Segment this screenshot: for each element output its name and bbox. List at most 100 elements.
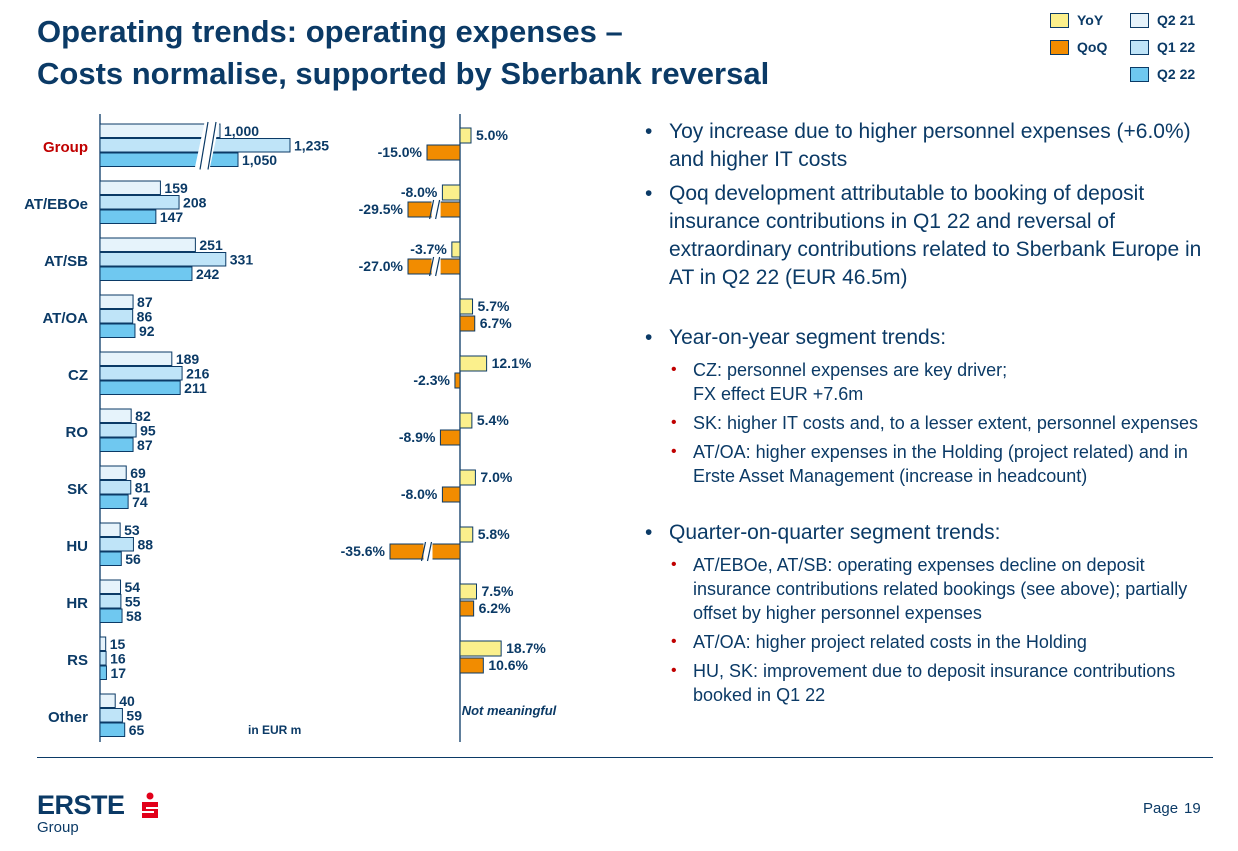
bar-yoy	[459, 640, 502, 657]
bar-q2-22	[99, 209, 157, 224]
bar-q1-22	[99, 480, 132, 495]
sub-bullet-item: AT/OA: higher expenses in the Holding (p…	[643, 440, 1213, 488]
bar-qoq	[454, 372, 461, 389]
change-value-label: 12.1%	[492, 355, 532, 371]
change-value-label: 5.7%	[478, 298, 510, 314]
category-label: CZ	[68, 367, 88, 384]
change-value-label: -27.0%	[359, 258, 404, 274]
bar-yoy	[441, 184, 461, 201]
page-label: Page	[1143, 800, 1179, 817]
bar-q2-21	[99, 123, 221, 138]
bar-q1-22	[99, 537, 134, 552]
bar-q2-21	[99, 294, 134, 309]
bar-q2-21	[99, 522, 121, 537]
bar-q2-21	[99, 351, 173, 366]
bar-value-label: 56	[125, 551, 141, 567]
category-label: HU	[66, 538, 88, 555]
bar-q2-22	[99, 437, 134, 452]
bar-value-label: 59	[126, 708, 142, 724]
bar-yoy	[459, 412, 473, 429]
change-value-label: -8.9%	[399, 429, 436, 445]
erste-logo: ERSTE Group	[37, 790, 167, 840]
legend-item-q2-21: Q2 21	[1130, 10, 1195, 30]
bar-q2-22	[99, 665, 107, 680]
change-value-label: -29.5%	[359, 201, 404, 217]
bar-q1-22	[99, 651, 107, 666]
bar-q1-22	[99, 309, 134, 324]
axis-break-gap	[431, 257, 441, 276]
slide-subtitle: Costs normalise, supported by Sberbank r…	[37, 56, 770, 91]
bar-q2-21	[99, 408, 132, 423]
bar-value-label: 58	[126, 608, 142, 624]
bullet-spacer	[643, 493, 1213, 519]
footer-divider	[37, 757, 1213, 758]
bar-value-label: 331	[230, 252, 254, 268]
bar-q2-22	[99, 323, 136, 338]
logo-subtext: Group	[37, 819, 79, 836]
axis-break-mark	[435, 199, 441, 220]
bar-value-label: 65	[129, 722, 145, 738]
sub-bullet-item: AT/OA: higher project related costs in t…	[643, 630, 1213, 654]
bar-value-label: 211	[184, 380, 207, 396]
legend-swatch-q2-22	[1130, 66, 1149, 82]
legend-swatch-yoy	[1050, 12, 1069, 28]
axis-break-gap	[431, 200, 441, 219]
category-label: HR	[66, 595, 88, 612]
legend-swatch-q1-22	[1130, 39, 1149, 55]
change-value-label: 5.8%	[478, 526, 510, 542]
commentary-list: Yoy increase due to higher personnel exp…	[643, 118, 1213, 712]
bar-qoq	[426, 144, 461, 161]
bar-q2-22	[99, 380, 181, 395]
change-value-label: 7.0%	[480, 469, 512, 485]
bar-value-label: 159	[164, 180, 188, 196]
bar-qoq	[459, 600, 475, 617]
change-value-label: 7.5%	[482, 583, 514, 599]
category-label: RS	[67, 652, 88, 669]
bar-qoq	[459, 315, 476, 332]
bar-value-label: 81	[135, 480, 151, 496]
category-label: Other	[48, 709, 88, 726]
bar-value-label: 74	[132, 494, 148, 510]
bar-value-label: 15	[110, 636, 126, 652]
bullet-item: Yoy increase due to higher personnel exp…	[643, 118, 1213, 174]
sub-bullet-item: AT/EBOe, AT/SB: operating expenses decli…	[643, 553, 1213, 625]
change-value-label: 5.4%	[477, 412, 509, 428]
bar-q1-22	[99, 138, 291, 153]
bar-yoy	[459, 583, 477, 600]
bar-q1-22	[99, 423, 137, 438]
bar-value-label: 1,235	[294, 138, 329, 154]
bar-q2-22	[99, 608, 123, 623]
unit-note: in EUR m	[248, 723, 301, 737]
bar-q1-22	[99, 252, 227, 267]
change-value-label: 18.7%	[506, 640, 546, 656]
legend-item-qoq: QoQ	[1050, 37, 1107, 57]
axis-break-gap	[194, 121, 220, 169]
bar-value-label: 1,050	[242, 152, 277, 168]
bar-value-label: 82	[135, 408, 151, 424]
chart-legend: YoY QoQ Q2 21 Q1 22 Q2 22	[1050, 10, 1230, 90]
bar-value-label: 147	[160, 209, 184, 225]
axis-break-mark	[207, 121, 217, 170]
bar-value-label: 242	[196, 266, 220, 282]
bullet-spacer	[643, 298, 1213, 324]
bar-value-label: 54	[125, 579, 141, 595]
bar-value-label: 251	[199, 237, 223, 253]
page-number: Page 19	[1143, 800, 1201, 817]
axis-break-mark	[435, 256, 441, 277]
legend-label-q2-22: Q2 22	[1157, 66, 1196, 82]
bar-value-label: 87	[137, 437, 153, 453]
bar-value-label: 53	[124, 522, 140, 538]
bar-q2-21	[99, 465, 127, 480]
bar-qoq	[459, 657, 484, 674]
change-value-label: 6.7%	[480, 315, 512, 331]
axis-break-mark	[420, 541, 427, 562]
bar-value-label: 1,000	[224, 123, 259, 139]
change-value-label: 10.6%	[488, 657, 528, 673]
bar-q2-22	[99, 551, 122, 566]
legend-label-yoy: YoY	[1077, 12, 1104, 28]
bar-q2-21	[99, 180, 161, 195]
bar-yoy	[459, 355, 488, 372]
bar-q1-22	[99, 708, 123, 723]
change-value-label: -35.6%	[341, 543, 386, 559]
bullet-item: Year-on-year segment trends:	[643, 324, 1213, 352]
